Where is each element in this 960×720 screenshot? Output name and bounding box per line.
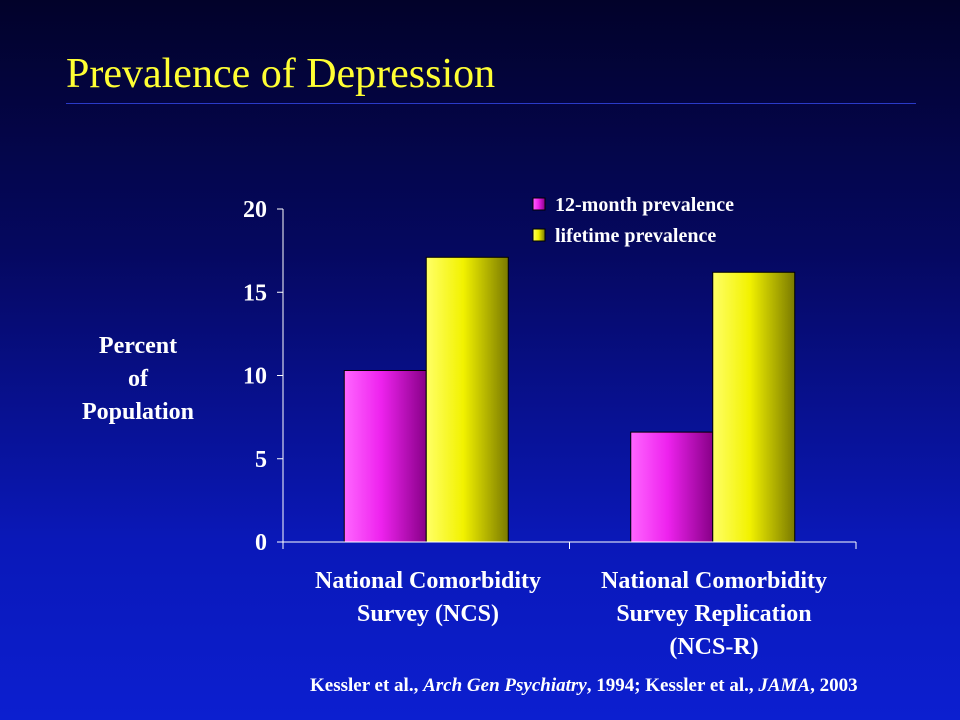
x-category-line: National Comorbidity: [600, 568, 827, 594]
bar-series1-cat0: [425, 256, 509, 543]
y-axis-label-line-3: Population: [81, 399, 195, 425]
y-tick-label: 0: [255, 530, 267, 556]
x-category-line: Survey (NCS): [357, 601, 499, 627]
citation: Kessler et al., Arch Gen Psychiatry, 199…: [0, 675, 960, 697]
x-category-line: Survey Replication: [616, 601, 812, 627]
legend-swatch-0: [532, 197, 546, 211]
bars-group: [343, 256, 796, 543]
legend: 12-month prevalence lifetime prevalence: [532, 194, 734, 247]
legend-swatch-1: [532, 228, 546, 242]
x-category-label-ncs: National Comorbidity Survey (NCS): [283, 565, 573, 631]
legend-label-0: 12-month prevalence: [555, 194, 734, 216]
citation-part-1: Kessler et al.,: [310, 675, 424, 696]
y-axis-label: Percent of Population: [58, 330, 218, 429]
y-tick-label: 20: [243, 197, 267, 223]
legend-label-1: lifetime prevalence: [555, 225, 716, 247]
slide-title: Prevalence of Depression: [66, 51, 496, 97]
y-axis-label-line-1: Percent: [98, 333, 178, 359]
citation-part-3: , 2003: [810, 675, 858, 696]
y-axis-label-line-2: of: [128, 366, 148, 392]
bar-series0-cat0: [343, 370, 427, 543]
x-category-line: (NCS-R): [669, 634, 759, 660]
bar-series0-cat1: [630, 431, 714, 543]
citation-part-2: , 1994; Kessler et al.,: [586, 675, 759, 696]
title-divider: [66, 103, 916, 104]
y-tick-label: 15: [243, 280, 267, 306]
bar-series1-cat1: [712, 271, 796, 543]
citation-journal-1: Arch Gen Psychiatry: [423, 675, 587, 696]
x-category-line: National Comorbidity: [314, 568, 541, 594]
y-tick-label: 10: [243, 364, 267, 390]
y-tick-label: 5: [255, 447, 267, 473]
x-category-label-ncs-r: National Comorbidity Survey Replication …: [569, 565, 859, 664]
axes-group: 0 5 10 15 20: [243, 197, 857, 556]
citation-journal-2: JAMA: [758, 675, 811, 696]
